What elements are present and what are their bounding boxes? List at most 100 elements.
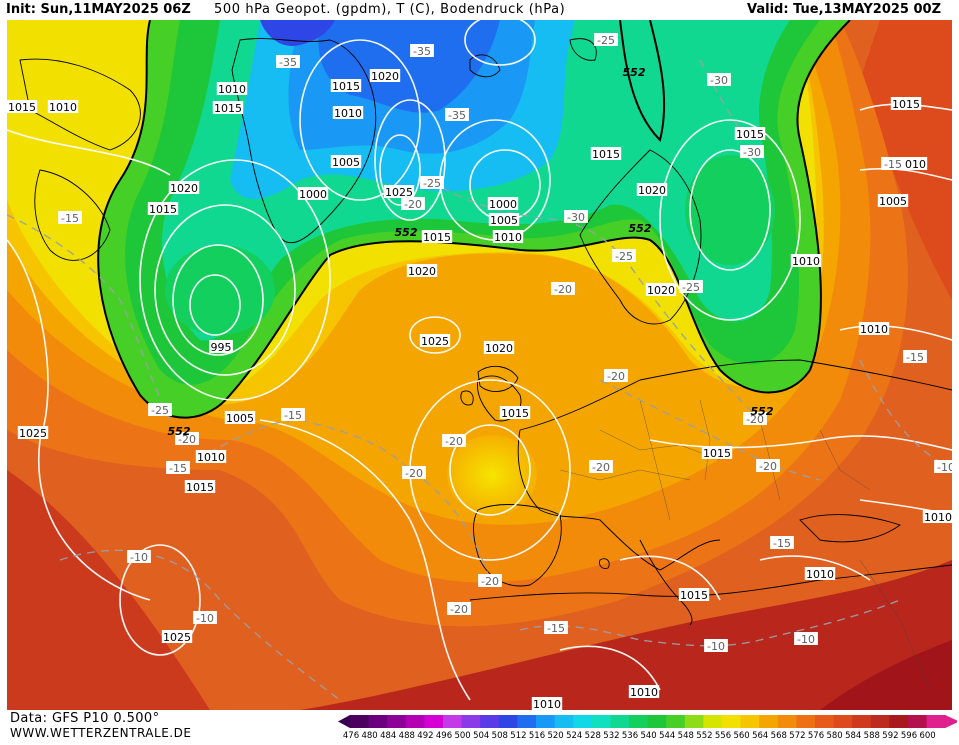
temperature-label: -25 bbox=[423, 177, 441, 190]
temperature-label-box bbox=[58, 211, 82, 224]
geopotential-552-contour bbox=[97, 20, 851, 419]
temperature-label: -20 bbox=[405, 467, 423, 480]
temperature-label: -20 bbox=[450, 603, 468, 616]
temperature-label-box bbox=[770, 536, 794, 549]
pressure-label-box bbox=[195, 450, 227, 463]
legend-tick-label: 568 bbox=[771, 731, 787, 741]
legend-swatch bbox=[908, 715, 928, 728]
pressure-label-box bbox=[628, 685, 660, 698]
legend-tick-label: 488 bbox=[399, 731, 415, 741]
legend-tick-label: 544 bbox=[659, 731, 675, 741]
pressure-label: 1015 bbox=[423, 231, 451, 244]
pressure-label-box bbox=[383, 185, 415, 198]
valid-time: Valid: Tue,13MAY2025 00Z bbox=[747, 2, 941, 17]
temperature-label: -10 bbox=[130, 551, 148, 564]
pressure-label-box bbox=[790, 254, 822, 267]
temperature-label-box bbox=[401, 197, 425, 210]
pressure-label: 1015 bbox=[736, 128, 764, 141]
temperature-label-box bbox=[447, 602, 471, 615]
field-darkest-southeast bbox=[820, 640, 952, 710]
pressure-label: 1020 bbox=[485, 342, 513, 355]
pressure-label-box bbox=[922, 510, 952, 523]
legend-tick-label: 496 bbox=[436, 731, 452, 741]
pressure-label: 1020 bbox=[371, 70, 399, 83]
temperature-label: -20 bbox=[746, 413, 764, 426]
temperature-label-box bbox=[127, 550, 151, 563]
pressure-label: 1010 bbox=[334, 107, 362, 120]
legend-tick-label: 492 bbox=[417, 731, 433, 741]
legend-swatch bbox=[573, 715, 593, 728]
temperature-label-box bbox=[281, 408, 305, 421]
legend-swatch bbox=[350, 715, 370, 728]
legend-swatch bbox=[852, 715, 872, 728]
pressure-label: 1015 bbox=[8, 101, 36, 114]
pressure-label-box bbox=[590, 147, 622, 160]
legend-tick-label: 580 bbox=[826, 731, 842, 741]
temperature-label-box bbox=[903, 350, 927, 363]
temperature-label: -10 bbox=[196, 612, 214, 625]
temperature-label: -20 bbox=[592, 461, 610, 474]
pressure-label: 1005 bbox=[226, 412, 254, 425]
pressure-label-box bbox=[17, 426, 49, 439]
legend-tick-label: 484 bbox=[380, 731, 396, 741]
legend-tick-label: 564 bbox=[752, 731, 768, 741]
legend-tick-label: 560 bbox=[733, 731, 749, 741]
init-time: Init: Sun,11MAY2025 06Z bbox=[6, 2, 191, 17]
temperature-label: -20 bbox=[481, 575, 499, 588]
pressure-label: 1025 bbox=[19, 427, 47, 440]
legend-tick-label: 476 bbox=[343, 731, 359, 741]
temperature-labels: -35-35-35-25-20-30-25-30-30-15-25-25-20-… bbox=[58, 33, 952, 653]
temperature-label: -10 bbox=[707, 640, 725, 653]
field-dark-red-south bbox=[300, 560, 952, 710]
pressure-label-box bbox=[531, 697, 563, 710]
legend-swatch bbox=[554, 715, 574, 728]
pressure-label-box bbox=[636, 183, 668, 196]
legend-tick-label: 480 bbox=[361, 731, 377, 741]
pressure-label: 1015 bbox=[332, 80, 360, 93]
temperature-label-box bbox=[445, 108, 469, 121]
pressure-labels: 1015 1010 1010 1015 1015 1020 1010 1005 1000 1025… bbox=[7, 69, 952, 710]
temperature-label: -10 bbox=[937, 461, 952, 474]
geopotential-labels: 552 552 552 552 552 bbox=[168, 66, 774, 438]
legend-swatch bbox=[722, 715, 742, 728]
pressure-label: 995 bbox=[211, 341, 232, 354]
legend-tick-label: 516 bbox=[529, 731, 545, 741]
legend-tick-label: 588 bbox=[864, 731, 880, 741]
pressure-label: 1005 bbox=[879, 195, 907, 208]
legend-swatch bbox=[796, 715, 816, 728]
legend-swatch bbox=[889, 715, 909, 728]
temperature-label: -35 bbox=[448, 109, 466, 122]
pressure-label: 1025 bbox=[385, 186, 413, 199]
temperature-label-box bbox=[442, 434, 466, 447]
pressure-label-box bbox=[421, 230, 453, 243]
legend-swatch bbox=[405, 715, 425, 728]
legend-swatch bbox=[870, 715, 890, 728]
temperature-label: -15 bbox=[169, 462, 187, 475]
temperature-label: -30 bbox=[743, 146, 761, 159]
legend-swatch bbox=[387, 715, 407, 728]
temperature-label-box bbox=[756, 459, 780, 472]
pressure-label: 1020 bbox=[408, 265, 436, 278]
pressure-label: 1010 bbox=[533, 698, 561, 710]
chart-header: Init: Sun,11MAY2025 06Z 500 hPa Geopot. … bbox=[0, 0, 959, 20]
legend-swatch bbox=[424, 715, 444, 728]
pressure-label: 1010 bbox=[630, 686, 658, 699]
temperature-label-box bbox=[707, 73, 731, 86]
pressure-label: 1005 bbox=[332, 156, 360, 169]
temperature-label: -30 bbox=[710, 74, 728, 87]
pressure-label: 1025 bbox=[421, 335, 449, 348]
legend-swatch bbox=[647, 715, 667, 728]
legend-tick-label: 572 bbox=[789, 731, 805, 741]
temperature-label-box bbox=[612, 249, 636, 262]
legend-swatch bbox=[591, 715, 611, 728]
pressure-label: 1015 bbox=[149, 203, 177, 216]
pressure-label-box bbox=[330, 155, 362, 168]
pressure-label-box bbox=[701, 446, 733, 459]
pressure-label-box bbox=[330, 79, 362, 92]
legend-swatch bbox=[536, 715, 556, 728]
pressure-label: 1010 bbox=[806, 568, 834, 581]
pressure-label-box bbox=[216, 82, 248, 95]
pressure-label-box bbox=[297, 187, 329, 200]
legend-swatch bbox=[610, 715, 630, 728]
pressure-label: 1025 bbox=[163, 631, 191, 644]
